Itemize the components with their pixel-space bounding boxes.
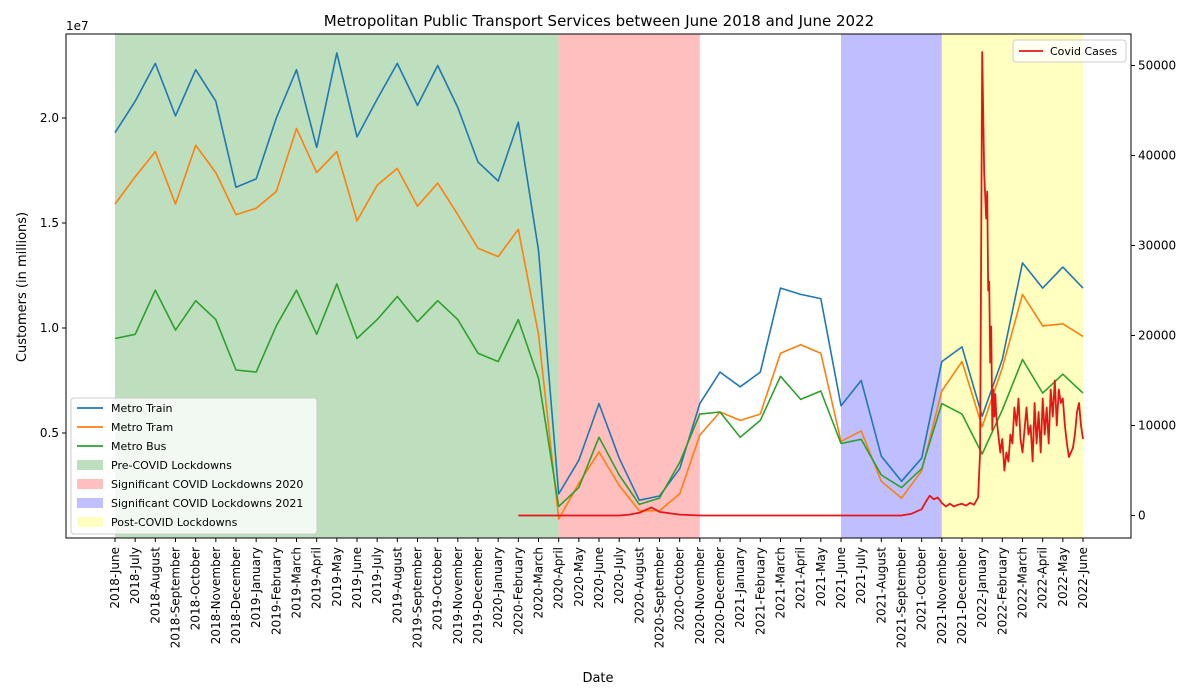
x-tick-label: 2022-April <box>1036 547 1050 609</box>
x-tick-label: 2021-October <box>915 547 929 630</box>
region-significant-covid-lockdowns-2021 <box>841 34 942 538</box>
x-tick-label: 2019-April <box>310 547 324 609</box>
x-tick-label: 2021-November <box>935 547 949 644</box>
x-tick-label: 2021-May <box>814 547 828 607</box>
x-tick-label: 2021-August <box>874 547 888 624</box>
x-tick-label: 2022-February <box>995 547 1009 635</box>
x-tick-label: 2021-March <box>774 547 788 618</box>
x-tick-label: 2022-June <box>1076 547 1090 609</box>
x-tick-label: 2020-June <box>592 547 606 609</box>
series-lines <box>114 51 1084 520</box>
legend-label-metro-bus: Metro Bus <box>111 440 167 453</box>
y2-tick-label: 10000 <box>1138 419 1176 433</box>
x-tick-label: 2020-July <box>612 547 626 604</box>
y2-tick-label: 30000 <box>1138 239 1176 253</box>
x-tick-label: 2021-February <box>753 547 767 635</box>
x-tick-label: 2020-April <box>552 547 566 609</box>
x-tick-label: 2018-October <box>189 547 203 630</box>
x-tick-label: 2019-October <box>431 547 445 630</box>
region-post-covid-lockdowns <box>941 34 1083 538</box>
x-tick-label: 2020-May <box>572 547 586 607</box>
x-tick-label: 2018-June <box>108 547 122 609</box>
y-axis-offset-label: 1e7 <box>66 19 89 33</box>
y-tick-label: 1.5 <box>40 216 59 230</box>
x-tick-label: 2020-March <box>532 547 546 618</box>
x-tick-label: 2019-January <box>249 547 263 628</box>
legend-swatch-post-covid-lockdowns <box>77 517 103 527</box>
x-tick-label: 2021-July <box>854 547 868 604</box>
y2-tick-label: 0 <box>1138 509 1146 523</box>
x-tick-label: 2019-June <box>350 547 364 609</box>
x-tick-label: 2021-January <box>733 547 747 628</box>
y2-tick-label: 20000 <box>1138 329 1176 343</box>
legend-box <box>70 397 318 535</box>
x-tick-label: 2019-December <box>471 547 485 644</box>
legend-swatch-significant-covid-lockdowns-2021 <box>77 498 103 508</box>
x-tick-label: 2018-December <box>229 547 243 644</box>
legend-left: Metro Train Metro Tram Metro Bus Pre-COVID … <box>70 397 318 535</box>
x-tick-label: 2020-December <box>713 547 727 644</box>
x-tick-label: 2018-July <box>128 547 142 604</box>
chart-title: Metropolitan Public Transport Services b… <box>324 12 874 30</box>
x-tick-label: 2019-September <box>411 547 425 648</box>
legend-label-covid-cases: Covid Cases <box>1050 45 1117 58</box>
x-tick-label: 2022-January <box>975 547 989 628</box>
x-tick-label: 2018-November <box>209 547 223 644</box>
series-line-metro-tram <box>114 127 1084 520</box>
x-tick-label: 2020-February <box>511 547 525 635</box>
series-line-covid-cases <box>518 51 1084 517</box>
legend-label-metro-train: Metro Train <box>111 402 173 415</box>
legend-label-pre-covid-lockdowns: Pre-COVID Lockdowns <box>111 459 232 472</box>
legend-label-significant-covid-lockdowns-2020: Significant COVID Lockdowns 2020 <box>111 478 303 491</box>
x-tick-label: 2019-November <box>451 547 465 644</box>
series-line-metro-bus <box>114 283 1084 508</box>
region-significant-covid-lockdowns-2020 <box>558 34 700 538</box>
x-tick-label: 2021-April <box>794 547 808 609</box>
y-axis-ticks: 0.5 1.0 1.5 2.0 <box>40 111 66 440</box>
y-axis-title: Customers (in millions) <box>15 212 30 362</box>
x-tick-label: 2020-October <box>673 547 687 630</box>
series-line-metro-train <box>114 52 1084 502</box>
legend-label-significant-covid-lockdowns-2021: Significant COVID Lockdowns 2021 <box>111 497 303 510</box>
x-tick-label: 2020-September <box>653 547 667 648</box>
x-tick-label: 2021-December <box>955 547 969 644</box>
x-tick-label: 2019-July <box>370 547 384 604</box>
y2-tick-label: 50000 <box>1138 59 1176 73</box>
x-tick-label: 2019-May <box>330 547 344 607</box>
legend-label-post-covid-lockdowns: Post-COVID Lockdowns <box>111 516 238 529</box>
x-tick-label: 2020-January <box>491 547 505 628</box>
x-axis-ticks: 2018-June 2018-July 2018-August 2018-Septem… <box>108 538 1090 648</box>
legend-box-right <box>1012 39 1127 63</box>
y2-tick-label: 40000 <box>1138 149 1176 163</box>
x-tick-label: 2018-August <box>148 547 162 624</box>
legend-swatch-pre-covid-lockdowns <box>77 460 103 470</box>
legend-right: Covid Cases <box>1012 39 1127 63</box>
x-tick-label: 2018-September <box>169 547 183 648</box>
x-tick-label: 2020-November <box>693 547 707 644</box>
x-axis-title: Date <box>582 671 613 686</box>
y2-axis-ticks: 0 10000 20000 30000 40000 50000 <box>1131 59 1176 523</box>
x-tick-label: 2019-February <box>269 547 283 635</box>
x-tick-label: 2022-March <box>1016 547 1030 618</box>
x-tick-label: 2019-August <box>390 547 404 624</box>
x-tick-label: 2019-March <box>290 547 304 618</box>
y-tick-label: 0.5 <box>40 426 59 440</box>
legend-label-metro-tram: Metro Tram <box>111 421 173 434</box>
y-tick-label: 1.0 <box>40 321 59 335</box>
y-tick-label: 2.0 <box>40 111 59 125</box>
x-tick-label: 2021-September <box>895 547 909 648</box>
x-tick-label: 2021-June <box>834 547 848 609</box>
x-tick-label: 2022-May <box>1056 547 1070 607</box>
legend-swatch-significant-covid-lockdowns-2020 <box>77 479 103 489</box>
x-tick-label: 2020-August <box>632 547 646 624</box>
